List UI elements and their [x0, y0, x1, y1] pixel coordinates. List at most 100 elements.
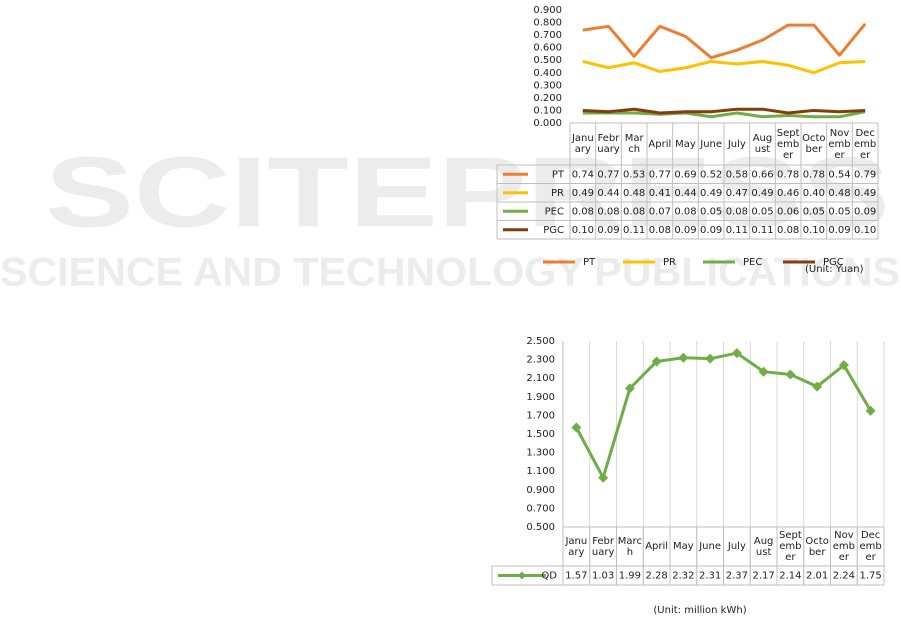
table-value: 2.37: [726, 571, 748, 582]
watermark-tagline: SCIENCE AND TECHNOLOGY PUBLICATIONS: [0, 251, 900, 295]
x-tick-label-box: March: [618, 536, 642, 558]
y-tick-label: 1.300: [526, 448, 555, 459]
y-tick-label: 0.000: [533, 118, 562, 129]
x-tick-label-box: February: [597, 133, 620, 155]
y-tick-label: 0.700: [533, 30, 562, 41]
point-marker: [705, 353, 716, 364]
legend-label: PEC: [743, 257, 762, 268]
y-tick-label: 0.700: [526, 503, 555, 514]
y-tick-label: 2.500: [526, 336, 555, 347]
x-tick-label: May: [675, 138, 696, 150]
table-value: 2.31: [699, 571, 721, 582]
table-value: 0.06: [777, 206, 799, 217]
x-tick-label-box: October: [802, 133, 826, 155]
table-value: 2.17: [752, 571, 774, 582]
table-value: 0.10: [572, 225, 594, 236]
x-tick-label: September: [778, 530, 802, 563]
table-value: 0.49: [572, 188, 594, 199]
table-value: 0.49: [854, 188, 876, 199]
table-value: 0.66: [751, 169, 773, 180]
x-tick-label: August: [753, 535, 774, 558]
table-value: 1.03: [592, 571, 614, 582]
table-value: 0.52: [700, 169, 722, 180]
y-tick-label: 0.800: [533, 18, 562, 29]
y-tick-label: 0.100: [533, 105, 562, 116]
x-tick-label: August: [752, 133, 773, 155]
table-value: 0.48: [623, 188, 645, 199]
table-value: 0.46: [777, 188, 799, 199]
x-tick-label-box: September: [778, 530, 802, 563]
table-value: 0.69: [674, 169, 696, 180]
x-tick-label-box: April: [645, 541, 669, 552]
legend-marker: [518, 571, 526, 580]
x-tick-label-box: June: [700, 138, 723, 150]
x-tick-label: July: [727, 138, 746, 150]
y-tick-label: 0.400: [533, 68, 562, 79]
x-tick-label: September: [776, 127, 800, 161]
x-tick-label-box: May: [673, 541, 694, 552]
point-marker: [785, 369, 796, 380]
table-value: 0.48: [828, 188, 850, 199]
y-tick-label: 2.100: [526, 373, 555, 384]
series-line: [582, 59, 866, 75]
table-value: 1.75: [859, 571, 881, 582]
table-value: 0.40: [803, 188, 825, 199]
row-label: PR: [551, 188, 564, 199]
unit-note: (Unit: Yuan): [805, 264, 864, 275]
x-tick-label-box: November: [828, 128, 850, 161]
y-tick-label: 0.900: [533, 5, 562, 16]
x-tick-label: October: [802, 133, 826, 155]
x-tick-label-box: May: [675, 138, 696, 150]
y-tick-label: 1.900: [526, 392, 555, 403]
x-tick-label-box: December: [854, 128, 876, 161]
legend-label: PR: [663, 257, 676, 268]
unit-note: (Unit: million kWh): [653, 605, 746, 616]
table-value: 0.49: [751, 188, 773, 199]
y-tick-label: 1.700: [526, 410, 555, 421]
table-value: 0.79: [854, 169, 876, 180]
point-marker: [838, 360, 849, 371]
table-value: 0.77: [597, 169, 619, 180]
table-value: 0.54: [828, 169, 850, 180]
table-value: 0.05: [828, 206, 850, 217]
x-tick-label: January: [571, 133, 594, 155]
table-value: 0.11: [623, 225, 645, 236]
table-value: 0.08: [623, 206, 645, 217]
x-tick-label: March: [624, 133, 644, 155]
x-tick-label: June: [700, 138, 723, 150]
x-tick-label-box: August: [753, 535, 774, 558]
legend-label: PGC: [823, 257, 844, 268]
table-value: 0.07: [649, 206, 671, 217]
table-value: 0.58: [726, 169, 748, 180]
series-line: [575, 351, 872, 480]
table-value: 2.32: [672, 571, 694, 582]
x-tick-label: April: [645, 541, 669, 552]
x-tick-label: January: [565, 535, 588, 558]
x-tick-label: April: [648, 138, 672, 150]
x-tick-label-box: January: [571, 133, 594, 155]
table-value: 2.14: [779, 571, 801, 582]
table-value: 0.08: [726, 206, 748, 217]
table-value: 0.08: [649, 225, 671, 236]
point-marker: [812, 381, 823, 392]
point-marker: [865, 405, 876, 416]
point-marker: [731, 348, 742, 359]
table-value: 0.53: [623, 169, 645, 180]
x-tick-label-box: March: [624, 133, 644, 155]
table-value: 1.99: [619, 571, 641, 582]
table-value: 0.08: [674, 206, 696, 217]
table-value: 0.78: [803, 169, 825, 180]
x-tick-label-box: June: [699, 541, 721, 552]
y-tick-label: 0.900: [526, 485, 555, 496]
x-tick-label: October: [805, 535, 829, 558]
series-line: [582, 110, 866, 119]
table-value: 0.44: [597, 188, 619, 199]
point-marker: [598, 472, 609, 483]
series-line: [582, 107, 866, 115]
table-value: 0.11: [751, 225, 773, 236]
table-value: 0.05: [700, 206, 722, 217]
table-value: 0.09: [597, 225, 619, 236]
point-marker: [571, 422, 582, 433]
table-value: 0.08: [777, 225, 799, 236]
table-value: 2.28: [645, 571, 667, 582]
